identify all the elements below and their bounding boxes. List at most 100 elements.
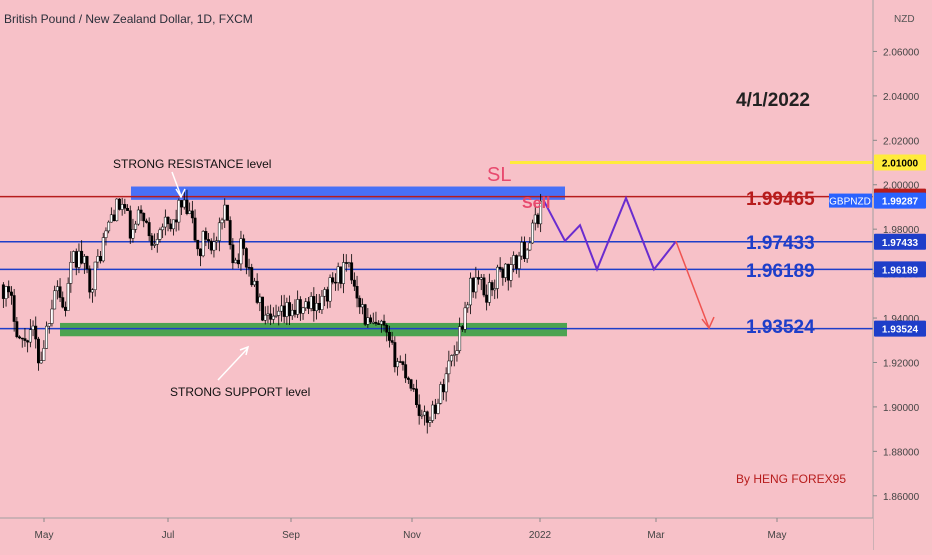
candle-body	[344, 262, 348, 264]
candle-body	[217, 222, 221, 241]
candle-body	[180, 200, 184, 208]
candle-body	[69, 261, 73, 284]
candle-body	[463, 307, 467, 330]
price-tag-5	[874, 261, 926, 278]
candle-body	[174, 219, 178, 223]
y-tick-label: 1.86000	[883, 492, 920, 503]
projection-path[interactable]	[542, 195, 677, 273]
candle-body	[91, 289, 94, 293]
candle-body	[498, 266, 502, 270]
currency-label: NZD	[894, 14, 915, 25]
candle-body	[99, 256, 102, 262]
candle-body	[512, 255, 516, 265]
candle-body	[115, 198, 119, 221]
candle-body	[150, 235, 154, 246]
candle-body	[228, 220, 232, 246]
candle-body	[55, 286, 59, 292]
candle-body	[10, 291, 13, 296]
candle-body	[487, 282, 491, 303]
candle-body	[536, 214, 540, 225]
candle-body	[236, 259, 240, 265]
candle-body	[469, 277, 472, 306]
candle-body	[385, 325, 389, 333]
price-tag-text: 1.93524	[882, 325, 919, 336]
candle-body	[377, 323, 381, 325]
candle-body	[280, 305, 283, 312]
candle-body	[188, 210, 192, 214]
time-axis[interactable]	[0, 518, 873, 550]
candle-body	[18, 336, 22, 339]
candle-body	[352, 279, 356, 287]
y-tick-label: 2.00000	[883, 181, 920, 192]
candle-body	[158, 229, 162, 240]
candle-body	[309, 296, 313, 309]
candle-body	[485, 294, 489, 303]
candles	[1, 189, 543, 434]
candle-body	[258, 296, 262, 303]
candle-body	[325, 289, 329, 302]
candle-body	[112, 214, 116, 221]
candle-body	[161, 226, 165, 231]
candle-body	[234, 259, 238, 264]
candle-body	[361, 304, 364, 308]
resistance-zone[interactable]	[131, 186, 565, 200]
candle-body	[458, 326, 462, 351]
candle-body	[239, 238, 243, 265]
candle-body	[501, 268, 505, 278]
candle-body	[363, 304, 367, 325]
candle-body	[315, 302, 319, 312]
candle-body	[425, 411, 429, 423]
candle-body	[417, 404, 421, 416]
candle-body	[207, 239, 211, 242]
candle-body	[298, 299, 302, 314]
candle-body	[312, 296, 316, 312]
price-tag-text: 1.96189	[882, 265, 919, 276]
candle-body	[20, 337, 24, 340]
x-tick-label: May	[35, 530, 54, 541]
candle-body	[134, 223, 138, 230]
candle-body	[423, 411, 427, 416]
candle-body	[277, 310, 281, 316]
level-label-1-93524: 1.93524	[746, 317, 815, 338]
support-zone[interactable]	[60, 322, 567, 337]
projection-arrow[interactable]	[675, 241, 710, 329]
candle-body	[223, 204, 227, 221]
candle-body	[379, 320, 383, 325]
candle-body	[398, 361, 402, 363]
candle-body	[431, 404, 435, 421]
y-tick-label: 1.90000	[883, 403, 920, 414]
candle-body	[128, 210, 132, 239]
candle-body	[266, 313, 270, 316]
y-tick-label: 2.06000	[883, 47, 920, 58]
candle-body	[409, 379, 413, 389]
candle-body	[244, 248, 248, 268]
price-tag-text: 1.99287	[882, 197, 919, 208]
candle-body	[131, 229, 135, 239]
candle-body	[39, 360, 43, 364]
candle-body	[401, 361, 405, 365]
candle-body	[77, 250, 81, 268]
candle-body	[190, 210, 194, 219]
candle-body	[415, 388, 418, 406]
author-label: By HENG FOREX95	[736, 472, 846, 486]
candle-body	[12, 295, 16, 322]
candle-body	[390, 340, 394, 343]
candle-body	[4, 286, 8, 299]
candle-body	[282, 305, 286, 317]
candle-body	[28, 329, 32, 343]
candle-body	[323, 289, 327, 297]
candle-body	[490, 282, 494, 291]
candle-body	[471, 277, 475, 293]
price-tags: 2.010001.994651.992871.974331.961891.935…	[874, 154, 926, 337]
chart-title: British Pound / New Zealand Dollar, 1D, …	[4, 12, 253, 26]
candle-body	[374, 321, 378, 324]
resistance-arrow	[171, 171, 186, 199]
candle-body	[504, 263, 508, 278]
candle-body	[66, 283, 70, 311]
candle-body	[482, 277, 486, 296]
candle-body	[37, 338, 40, 364]
candle-body	[285, 302, 289, 317]
y-tick-label: 1.98000	[883, 225, 920, 236]
candle-body	[334, 281, 337, 284]
